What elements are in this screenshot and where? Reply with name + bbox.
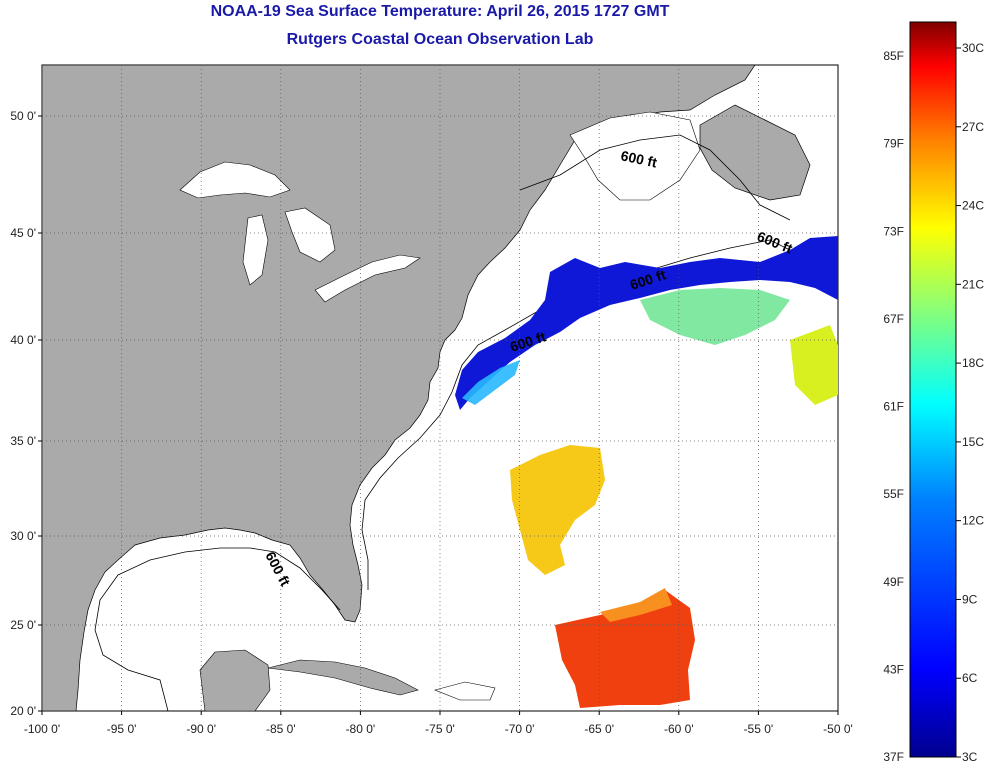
sst-patch-south-orange <box>600 588 672 622</box>
x-tick-label: -90 0' <box>186 722 216 736</box>
lake-huron <box>284 207 336 263</box>
colorbar-c-label: 15C <box>962 435 984 449</box>
x-tick-label: -70 0' <box>505 722 535 736</box>
y-tick-label: 20 0' <box>10 704 36 718</box>
colorbar-c-label: 3C <box>962 750 978 764</box>
colorbar-f-label: 67F <box>883 312 904 326</box>
x-tick-label: -95 0' <box>107 722 137 736</box>
depth-contour-atlantic <box>361 239 838 590</box>
colorbar-f-label: 79F <box>883 137 904 151</box>
sst-patch-south-red <box>555 590 695 708</box>
x-axis-ticks: -100 0' -95 0' -90 0' -85 0' -80 0' -75 0' -70… <box>24 711 853 736</box>
depth-contour-gulf <box>94 547 341 711</box>
colorbar-f-label: 37F <box>883 750 904 764</box>
hispaniola-land <box>434 681 496 701</box>
colorbar-f-label: 55F <box>883 487 904 501</box>
colorbar-c-label: 6C <box>962 671 978 685</box>
sst-patch-shelf-cold <box>455 236 838 410</box>
colorbar-celsius-labels: 30C 27C 24C 21C 18C 15C 12C 9C 6C 3C <box>956 41 984 764</box>
colorbar-c-label: 30C <box>962 41 984 55</box>
map-title: NOAA-19 Sea Surface Temperature: April 2… <box>210 3 670 20</box>
y-tick-label: 35 0' <box>10 434 36 448</box>
cuba-land <box>267 659 419 696</box>
colorbar-fahrenheit-labels: 85F 79F 73F 67F 61F 55F 49F 43F 37F <box>883 49 904 764</box>
colorbar-f-label: 61F <box>883 400 904 414</box>
map-subtitle: Rutgers Coastal Ocean Observation Lab <box>286 31 594 48</box>
contour-label-stlawrence: 600 ft <box>619 147 658 170</box>
x-tick-label: -75 0' <box>425 722 455 736</box>
yucatan-land <box>199 649 271 711</box>
x-tick-label: -100 0' <box>24 722 60 736</box>
x-tick-label: -65 0' <box>584 722 614 736</box>
x-tick-label: -55 0' <box>744 722 774 736</box>
lake-superior <box>179 161 291 199</box>
colorbar <box>909 21 957 758</box>
colorbar-c-label: 27C <box>962 120 984 134</box>
depth-contour-north <box>519 134 791 221</box>
colorbar-c-label: 21C <box>962 277 984 291</box>
grid-lines <box>42 65 838 711</box>
colorbar-c-label: 24C <box>962 199 984 213</box>
sst-patch-sargasso-yellow <box>510 445 605 575</box>
lake-michigan <box>242 214 269 286</box>
newfoundland-land <box>699 104 811 201</box>
lake-erie-ontario <box>314 254 421 303</box>
y-tick-label: 40 0' <box>10 333 36 347</box>
colorbar-f-label: 73F <box>883 224 904 238</box>
x-tick-label: -60 0' <box>664 722 694 736</box>
x-tick-label: -85 0' <box>266 722 296 736</box>
sst-patch-offshore-yellow <box>790 325 838 405</box>
sst-patch-offshore-green <box>640 288 790 345</box>
x-tick-label: -50 0' <box>823 722 853 736</box>
y-axis-ticks: 20 0' 25 0' 30 0' 35 0' 40 0' 45 0' 50 0' <box>10 109 42 718</box>
sst-patch-coastal-cyan <box>462 360 520 405</box>
y-tick-label: 45 0' <box>10 226 36 240</box>
north-america-land <box>42 65 756 711</box>
colorbar-c-label: 18C <box>962 356 984 370</box>
colorbar-f-label: 49F <box>883 575 904 589</box>
colorbar-f-label: 85F <box>883 49 904 63</box>
y-tick-label: 30 0' <box>10 529 36 543</box>
gulf-of-st-lawrence <box>569 111 701 201</box>
y-tick-label: 25 0' <box>10 618 36 632</box>
colorbar-c-label: 12C <box>962 514 984 528</box>
colorbar-f-label: 43F <box>883 662 904 676</box>
y-tick-label: 50 0' <box>10 109 36 123</box>
colorbar-c-label: 9C <box>962 592 978 606</box>
x-tick-label: -80 0' <box>346 722 376 736</box>
